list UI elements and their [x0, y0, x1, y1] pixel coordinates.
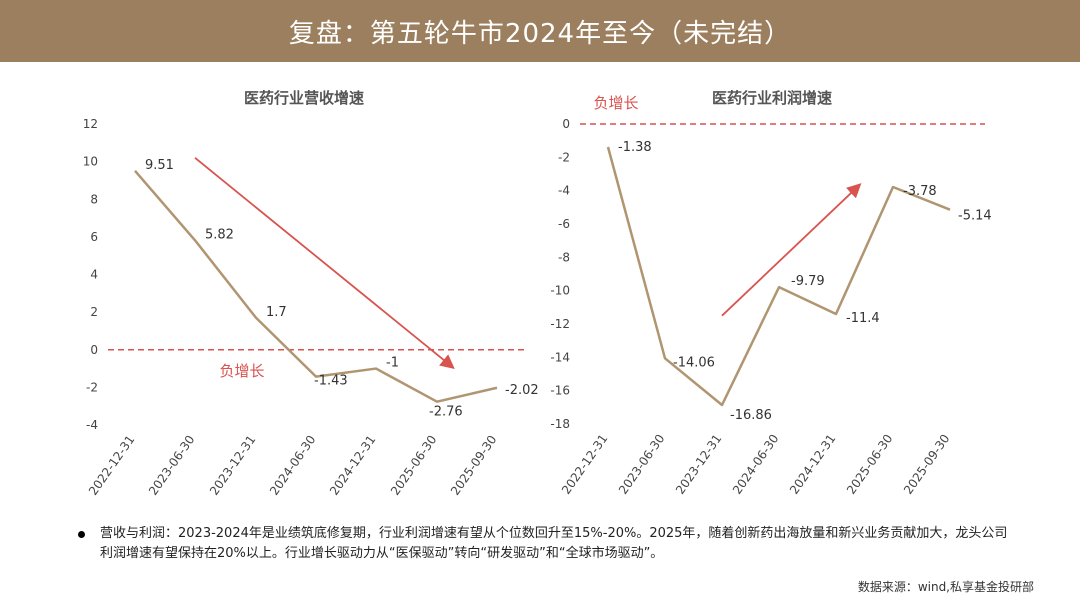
data-label: -2.02	[505, 383, 539, 398]
data-label: -1	[386, 356, 399, 371]
y-tick-label: -6	[558, 217, 570, 231]
data-label: -1.38	[618, 140, 652, 155]
y-tick-label: 10	[83, 155, 98, 169]
data-label: -5.14	[958, 209, 992, 224]
bullet-icon	[78, 531, 85, 538]
x-tick-label: 2023-12-31	[207, 433, 258, 498]
x-tick-label: 2023-06-30	[616, 432, 667, 497]
x-tick-label: 2024-06-30	[267, 433, 318, 498]
chart-title: 医药行业利润增速	[712, 89, 832, 107]
x-tick-label: 2025-09-30	[448, 433, 499, 498]
y-tick-label: -16	[550, 384, 570, 398]
data-label: 5.82	[205, 227, 234, 242]
y-tick-label: -2	[558, 150, 570, 164]
x-tick-label: 2023-06-30	[146, 433, 197, 498]
x-tick-label: 2025-09-30	[901, 432, 952, 497]
y-tick-label: -2	[86, 380, 98, 394]
page-title: 复盘：第五轮牛市2024年至今（未完结）	[288, 18, 792, 49]
data-label: -2.76	[429, 405, 463, 420]
y-tick-label: -4	[558, 184, 570, 198]
y-tick-label: -8	[558, 250, 570, 264]
y-tick-label: 8	[90, 192, 98, 206]
y-tick-label: 6	[90, 230, 98, 244]
data-label: 9.51	[145, 158, 174, 173]
trend-arrow	[721, 183, 862, 317]
x-tick-label: 2024-12-31	[787, 432, 838, 497]
data-label: -3.78	[903, 184, 937, 199]
y-tick-label: -12	[550, 317, 570, 331]
title-banner: 复盘：第五轮牛市2024年至今（未完结）	[0, 0, 1080, 62]
series-line	[606, 146, 951, 407]
y-tick-label: 0	[90, 343, 98, 357]
data-label: -11.4	[846, 311, 880, 326]
x-tick-label: 2022-12-31	[86, 433, 137, 498]
y-tick-label: 2	[90, 305, 98, 319]
negative-growth-label: 负增长	[593, 94, 638, 112]
x-tick-label: 2025-06-30	[388, 433, 439, 498]
x-tick-label: 2025-06-30	[844, 432, 895, 497]
x-tick-label: 2023-12-31	[673, 432, 724, 497]
note-text: 营收与利润：2023-2024年是业绩筑底修复期，行业利润增速有望从个位数回升至…	[100, 526, 1008, 561]
data-label: -16.86	[730, 408, 772, 423]
y-tick-label: 12	[83, 117, 98, 131]
chart-title: 医药行业营收增速	[244, 89, 364, 107]
data-label: -1.43	[314, 374, 348, 389]
data-label: -14.06	[673, 355, 715, 370]
y-tick-label: 4	[90, 268, 98, 282]
series-line	[134, 170, 498, 403]
x-tick-label: 2022-12-31	[559, 432, 610, 497]
x-tick-label: 2024-06-30	[730, 432, 781, 497]
y-tick-label: -18	[550, 417, 570, 431]
y-tick-label: -10	[550, 284, 570, 298]
x-tick-label: 2024-12-31	[327, 433, 378, 498]
y-tick-label: -4	[86, 418, 98, 432]
y-tick-label: 0	[562, 117, 570, 131]
trend-arrow	[194, 157, 455, 369]
y-tick-label: -14	[550, 350, 570, 364]
data-label: 1.7	[266, 305, 287, 320]
data-label: -9.79	[791, 274, 825, 289]
source-note: 数据来源：wind,私享基金投研部	[857, 580, 1034, 594]
negative-growth-label: 负增长	[219, 362, 264, 380]
